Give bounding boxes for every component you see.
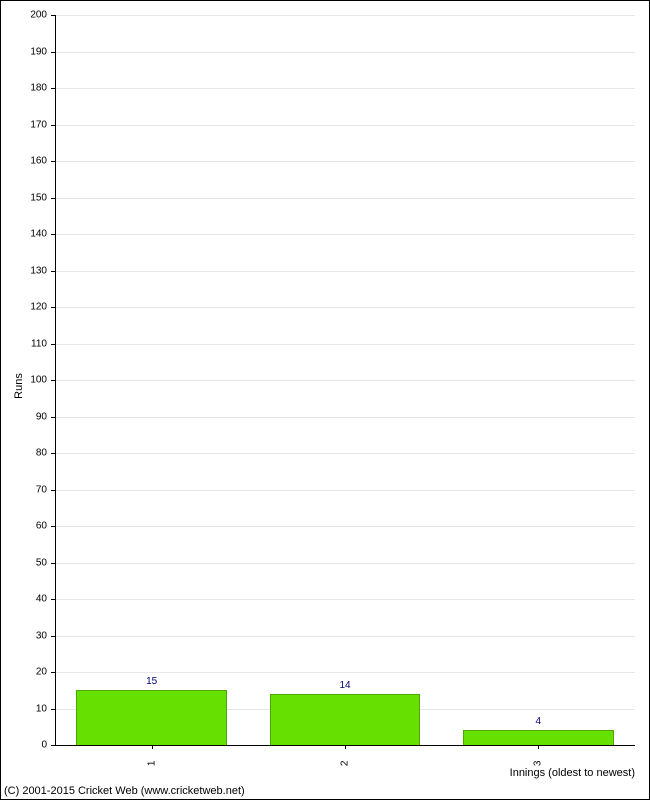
ytick-label: 20 [0, 667, 47, 678]
ytick-label: 70 [0, 484, 47, 495]
ytick-label: 40 [0, 594, 47, 605]
bar [76, 690, 227, 745]
ytick-label: 170 [0, 119, 47, 130]
gridline [55, 88, 635, 89]
ytick-label: 200 [0, 10, 47, 21]
ytick-label: 30 [0, 630, 47, 641]
gridline [55, 599, 635, 600]
bar [270, 694, 421, 745]
ytick-label: 110 [0, 338, 47, 349]
ytick-label: 80 [0, 448, 47, 459]
gridline [55, 672, 635, 673]
x-axis-label: Innings (oldest to newest) [510, 767, 635, 779]
ytick-label: 0 [0, 740, 47, 751]
ytick-label: 50 [0, 557, 47, 568]
ytick-label: 130 [0, 265, 47, 276]
ytick-label: 60 [0, 521, 47, 532]
gridline [55, 234, 635, 235]
gridline [55, 271, 635, 272]
ytick-label: 140 [0, 229, 47, 240]
copyright-text: (C) 2001-2015 Cricket Web (www.cricketwe… [4, 785, 245, 797]
gridline [55, 344, 635, 345]
gridline [55, 380, 635, 381]
bar-value-label: 4 [536, 716, 542, 727]
xtick-label: 2 [340, 761, 351, 811]
xtick-mark [152, 745, 153, 749]
gridline [55, 125, 635, 126]
ytick-label: 120 [0, 302, 47, 313]
gridline [55, 453, 635, 454]
bar-value-label: 14 [339, 680, 350, 691]
gridline [55, 161, 635, 162]
xtick-mark [538, 745, 539, 749]
bar [463, 730, 614, 745]
gridline [55, 307, 635, 308]
bar-value-label: 15 [146, 676, 157, 687]
ytick-label: 150 [0, 192, 47, 203]
ytick-label: 90 [0, 411, 47, 422]
gridline [55, 417, 635, 418]
gridline [55, 490, 635, 491]
gridline [55, 198, 635, 199]
ytick-label: 180 [0, 83, 47, 94]
ytick-label: 160 [0, 156, 47, 167]
y-axis-label: Runs [13, 373, 25, 399]
xtick-mark [345, 745, 346, 749]
ytick-label: 10 [0, 703, 47, 714]
gridline [55, 563, 635, 564]
gridline [55, 636, 635, 637]
gridline [55, 15, 635, 16]
y-axis-line [55, 15, 56, 745]
ytick-label: 190 [0, 46, 47, 57]
gridline [55, 526, 635, 527]
gridline [55, 52, 635, 53]
